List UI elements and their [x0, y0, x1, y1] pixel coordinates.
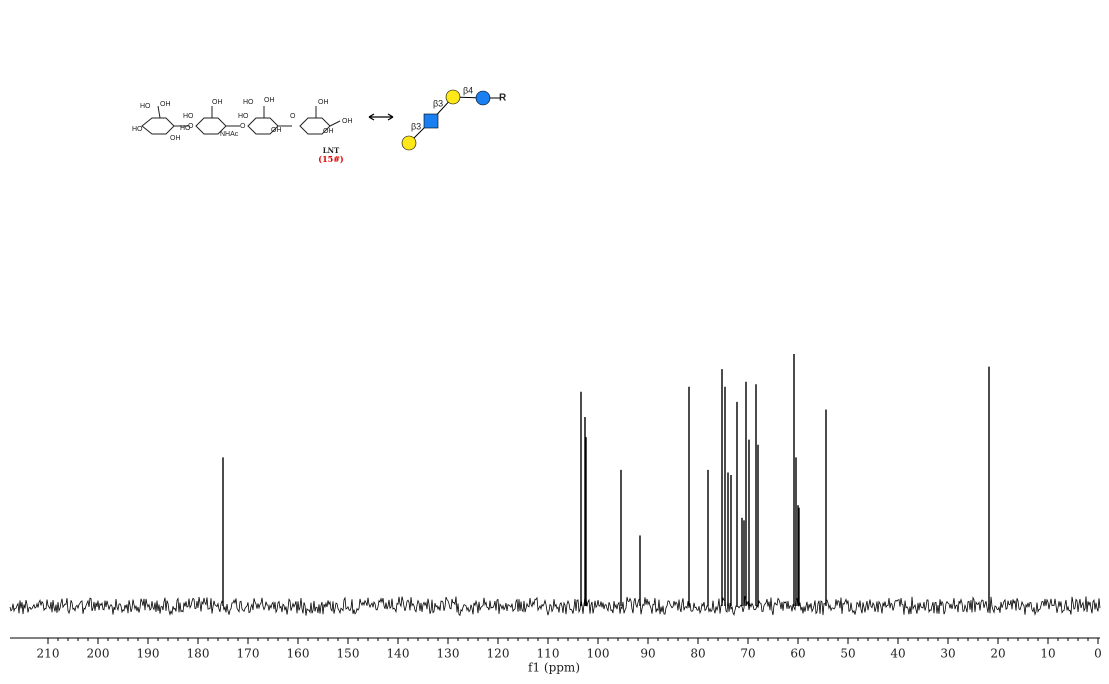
linkage: β3 [433, 98, 443, 108]
atom-label: OH [212, 99, 223, 106]
atom-label: HO [238, 113, 249, 120]
atom-label: OH [264, 97, 275, 104]
atom-label: OH [271, 127, 282, 134]
molecule: HO OH HO OH O HO OH HO NHAc O HO OH HO O… [132, 97, 353, 164]
x-tick-label: 10 [1040, 647, 1055, 661]
linkage: β4 [463, 85, 473, 95]
x-tick-label: 200 [87, 647, 110, 661]
x-tick-label: 60 [790, 647, 805, 661]
compound-name: LNT [323, 146, 340, 155]
x-axis-label: f1 (ppm) [528, 661, 580, 675]
baseline-noise [9, 596, 1101, 616]
equilibrium-arrow [368, 113, 394, 121]
x-tick-label: 160 [287, 647, 310, 661]
x-tick-label: 50 [840, 647, 855, 661]
x-tick-label: 210 [37, 647, 60, 661]
atom-label: OH [160, 101, 171, 108]
atom-label: NHAc [220, 131, 239, 138]
x-tick-label: 120 [487, 647, 510, 661]
x-tick-label: 90 [640, 647, 655, 661]
x-tick-label: 110 [537, 647, 560, 661]
x-tick-label: 40 [890, 647, 905, 661]
x-tick-label: 100 [587, 647, 610, 661]
x-tick-label: 180 [187, 647, 210, 661]
atom-label: HO [183, 113, 194, 120]
atom-label: OH [323, 128, 334, 135]
linkage: β3 [411, 121, 421, 131]
atom-label: HO [180, 125, 191, 132]
x-tick-label: 130 [437, 647, 460, 661]
atom-label: HO [132, 126, 143, 133]
x-tick-label: 70 [740, 647, 755, 661]
atom-label: O [240, 123, 246, 130]
x-tick-label: 150 [337, 647, 360, 661]
atom-label: HO [140, 103, 151, 110]
compound-code: (15#) [318, 154, 344, 164]
x-tick-label: 140 [387, 647, 410, 661]
atom-label: O [290, 113, 296, 120]
aglycone: R [499, 93, 507, 104]
atom-label: OH [170, 135, 181, 142]
x-tick-label: 20 [990, 647, 1005, 661]
x-tick-label: 190 [137, 647, 160, 661]
atom-label: OH [342, 118, 353, 125]
atom-label: HO [243, 99, 254, 106]
x-tick-label: 30 [940, 647, 955, 661]
x-tick-label: 170 [237, 647, 260, 661]
atom-label: OH [318, 99, 329, 106]
x-tick-label: 80 [690, 647, 705, 661]
atom-label: O [188, 123, 194, 130]
glycan: β3 β3 β4 R [401, 85, 507, 151]
x-tick-label: 0 [1094, 647, 1102, 661]
